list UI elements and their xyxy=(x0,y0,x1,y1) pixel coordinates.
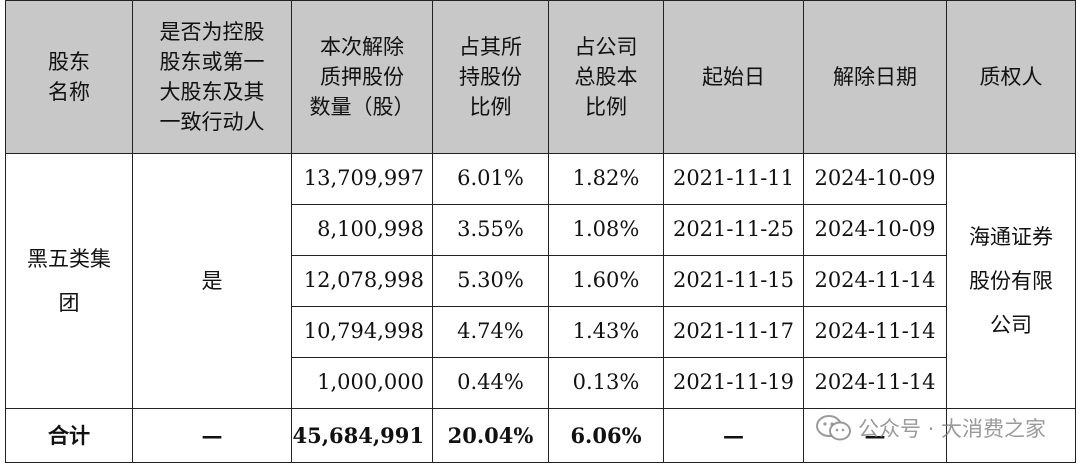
start-date: 2021-11-11 xyxy=(663,153,804,205)
table-row: 12,078,998 5.30% 1.60% 2021-11-15 2024-11-14 xyxy=(6,255,1076,307)
header-is-controlling: 是否为控股 股东或第一 大股东及其 一致行动人 xyxy=(132,0,292,154)
header-holder-name: 股东 名称 xyxy=(5,0,133,154)
watermark-text: 公众号 · 大消费之家 xyxy=(857,417,1046,441)
pct-total: 1.60% xyxy=(548,255,664,307)
start-date: 2021-11-17 xyxy=(663,306,804,358)
wechat-icon xyxy=(815,415,851,441)
header-release-date: 解除日期 xyxy=(803,0,947,154)
pct-own: 3.55% xyxy=(432,204,549,256)
pct-total: 1.43% xyxy=(548,306,664,358)
pledgee: 海通证券 股份有限 公司 xyxy=(946,153,1076,409)
released-shares: 8,100,998 xyxy=(291,204,433,256)
header-pledgee: 质权人 xyxy=(946,0,1076,154)
release-date: 2024-10-09 xyxy=(803,153,947,205)
released-shares: 13,709,997 xyxy=(291,153,433,205)
total-shares: 45,684,991 xyxy=(291,408,433,463)
total-start-date: — xyxy=(663,408,804,463)
header-pct-own: 占其所 持股份 比例 xyxy=(432,0,549,154)
header-start-date: 起始日 xyxy=(663,0,804,154)
header-pct-total: 占公司 总股本 比例 xyxy=(548,0,664,154)
table-row: 10,794,998 4.74% 1.43% 2021-11-17 2024-11-14 xyxy=(6,306,1076,358)
total-row: 合计 — 45,684,991 20.04% 6.06% — — xyxy=(5,408,1076,463)
pct-own: 4.74% xyxy=(432,306,549,358)
release-date: 2024-11-14 xyxy=(803,357,947,409)
pct-total: 0.13% xyxy=(548,357,664,409)
header-released-shares: 本次解除 质押股份 数量（股） xyxy=(291,0,433,154)
pct-total: 1.08% xyxy=(548,204,664,256)
start-date: 2021-11-19 xyxy=(663,357,804,409)
release-date: 2024-10-09 xyxy=(803,204,947,256)
start-date: 2021-11-25 xyxy=(663,204,804,256)
start-date: 2021-11-15 xyxy=(663,255,804,307)
pledge-release-table: 股东 名称 是否为控股 股东或第一 大股东及其 一致行动人 本次解除 质押股份 数量（股） … xyxy=(5,0,1076,463)
table-row: 黑五类集团是 13,709,997 6.01% 1.82% 2021-11-11 2024… xyxy=(5,153,1076,409)
pct-own: 6.01% xyxy=(432,153,549,205)
released-shares: 10,794,998 xyxy=(291,306,433,358)
holder-name: 黑五类集团 xyxy=(5,153,133,409)
released-shares: 1,000,000 xyxy=(291,357,433,409)
pct-own: 0.44% xyxy=(432,357,549,409)
total-pct-own: 20.04% xyxy=(432,408,549,463)
pledge-release-table-container: 股东 名称 是否为控股 股东或第一 大股东及其 一致行动人 本次解除 质押股份 数量（股） … xyxy=(5,0,1076,463)
total-is-controlling: — xyxy=(132,408,292,463)
total-pledgee xyxy=(946,408,1076,463)
pct-own: 5.30% xyxy=(432,255,549,307)
is-controlling: 是 xyxy=(132,153,292,409)
pct-total: 1.82% xyxy=(548,153,664,205)
watermark: 公众号 · 大消费之家 xyxy=(815,413,1046,443)
total-pct-total: 6.06% xyxy=(548,408,664,463)
total-label: 合计 xyxy=(5,408,133,463)
released-shares: 12,078,998 xyxy=(291,255,433,307)
release-date: 2024-11-14 xyxy=(803,306,947,358)
table-row: 1,000,000 0.44% 0.13% 2021-11-19 2024-11-14 xyxy=(6,357,1076,409)
release-date: 2024-11-14 xyxy=(803,255,947,307)
header-row: 股东 名称 是否为控股 股东或第一 大股东及其 一致行动人 本次解除 质押股份 数量（股） … xyxy=(5,0,1076,154)
